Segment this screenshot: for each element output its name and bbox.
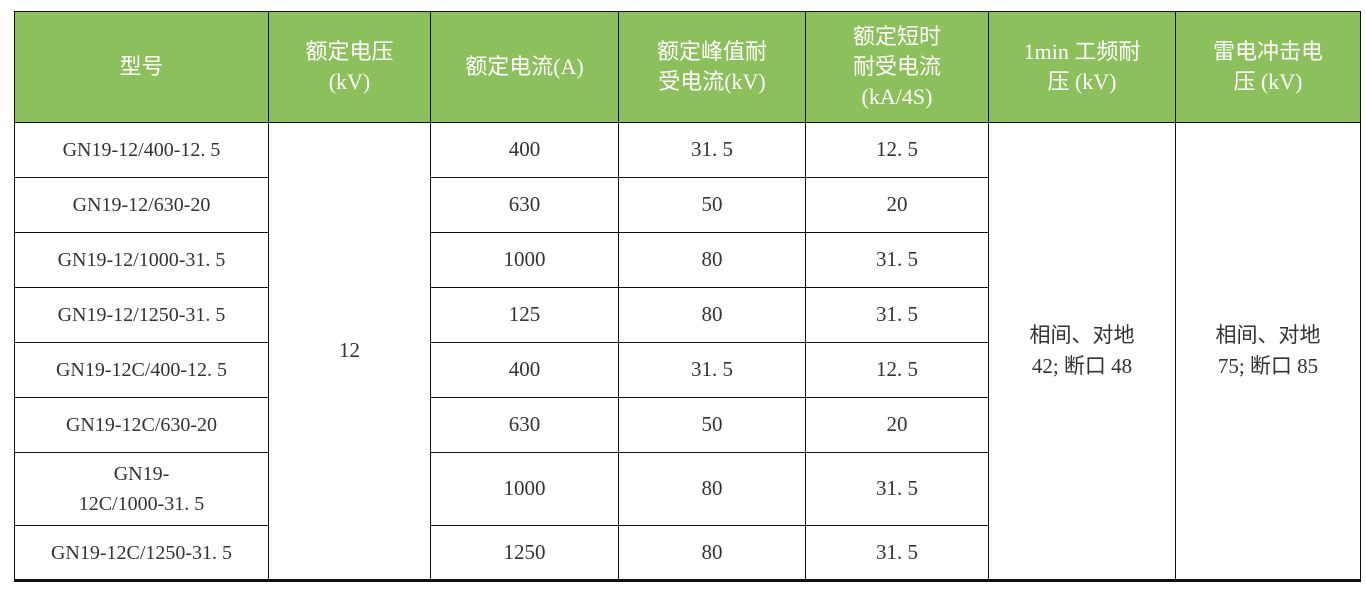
table-header: 型号 额定电压 (kV) 额定电流(A) 额定峰值耐 受电流(kV) 额定短时 … xyxy=(14,11,1361,123)
cell-peak: 80 xyxy=(618,287,806,343)
cell-power-freq-merged: 相间、对地 42; 断口 48 xyxy=(988,122,1176,581)
header-peak-withstand: 额定峰值耐 受电流(kV) xyxy=(618,11,806,123)
header-row: 型号 额定电压 (kV) 额定电流(A) 额定峰值耐 受电流(kV) 额定短时 … xyxy=(14,11,1361,123)
header-lightning-impulse: 雷电冲击电 压 (kV) xyxy=(1175,11,1361,123)
cell-short-time: 20 xyxy=(805,177,989,233)
header-power-freq: 1min 工频耐 压 (kV) xyxy=(988,11,1176,123)
table-row: GN19-12/630-20 630 50 20 xyxy=(14,177,1361,233)
table-row: GN19-12/1000-31. 5 1000 80 31. 5 xyxy=(14,232,1361,288)
cell-current: 400 xyxy=(430,342,619,398)
table-row: GN19- 12C/1000-31. 5 1000 80 31. 5 xyxy=(14,452,1361,526)
cell-peak: 31. 5 xyxy=(618,122,806,178)
table-body: GN19-12/400-12. 5 12 400 31. 5 12. 5 相间、… xyxy=(14,122,1361,581)
cell-peak: 80 xyxy=(618,232,806,288)
cell-short-time: 31. 5 xyxy=(805,525,989,581)
table-row: GN19-12C/400-12. 5 400 31. 5 12. 5 xyxy=(14,342,1361,398)
cell-current: 1250 xyxy=(430,525,619,581)
table-row: GN19-12C/1250-31. 5 1250 80 31. 5 xyxy=(14,525,1361,581)
cell-short-time: 20 xyxy=(805,397,989,453)
cell-peak: 31. 5 xyxy=(618,342,806,398)
cell-model: GN19-12/1000-31. 5 xyxy=(14,232,269,288)
cell-model: GN19-12C/630-20 xyxy=(14,397,269,453)
cell-lightning-merged: 相间、对地 75; 断口 85 xyxy=(1175,122,1361,581)
cell-current: 630 xyxy=(430,397,619,453)
cell-peak: 80 xyxy=(618,452,806,526)
cell-short-time: 12. 5 xyxy=(805,122,989,178)
cell-model: GN19-12/630-20 xyxy=(14,177,269,233)
table-row: GN19-12/1250-31. 5 125 80 31. 5 xyxy=(14,287,1361,343)
cell-current: 1000 xyxy=(430,232,619,288)
table-row: GN19-12/400-12. 5 12 400 31. 5 12. 5 相间、… xyxy=(14,122,1361,581)
header-short-time-current: 额定短时 耐受电流 (kA/4S) xyxy=(805,11,989,123)
cell-peak: 50 xyxy=(618,177,806,233)
header-rated-current: 额定电流(A) xyxy=(430,11,619,123)
cell-peak: 50 xyxy=(618,397,806,453)
cell-peak: 80 xyxy=(618,525,806,581)
cell-current: 1000 xyxy=(430,452,619,526)
cell-short-time: 31. 5 xyxy=(805,232,989,288)
spec-table: 型号 额定电压 (kV) 额定电流(A) 额定峰值耐 受电流(kV) 额定短时 … xyxy=(14,11,1361,582)
cell-voltage-merged: 12 xyxy=(268,122,431,581)
cell-model: GN19- 12C/1000-31. 5 xyxy=(14,452,269,526)
cell-short-time: 31. 5 xyxy=(805,452,989,526)
cell-short-time: 12. 5 xyxy=(805,342,989,398)
header-rated-voltage: 额定电压 (kV) xyxy=(268,11,431,123)
header-model: 型号 xyxy=(14,11,269,123)
cell-short-time: 31. 5 xyxy=(805,287,989,343)
cell-model: GN19-12C/1250-31. 5 xyxy=(14,525,269,581)
cell-model: GN19-12/1250-31. 5 xyxy=(14,287,269,343)
cell-current: 630 xyxy=(430,177,619,233)
cell-model: GN19-12/400-12. 5 xyxy=(14,122,269,178)
cell-current: 125 xyxy=(430,287,619,343)
cell-current: 400 xyxy=(430,122,619,178)
cell-model: GN19-12C/400-12. 5 xyxy=(14,342,269,398)
